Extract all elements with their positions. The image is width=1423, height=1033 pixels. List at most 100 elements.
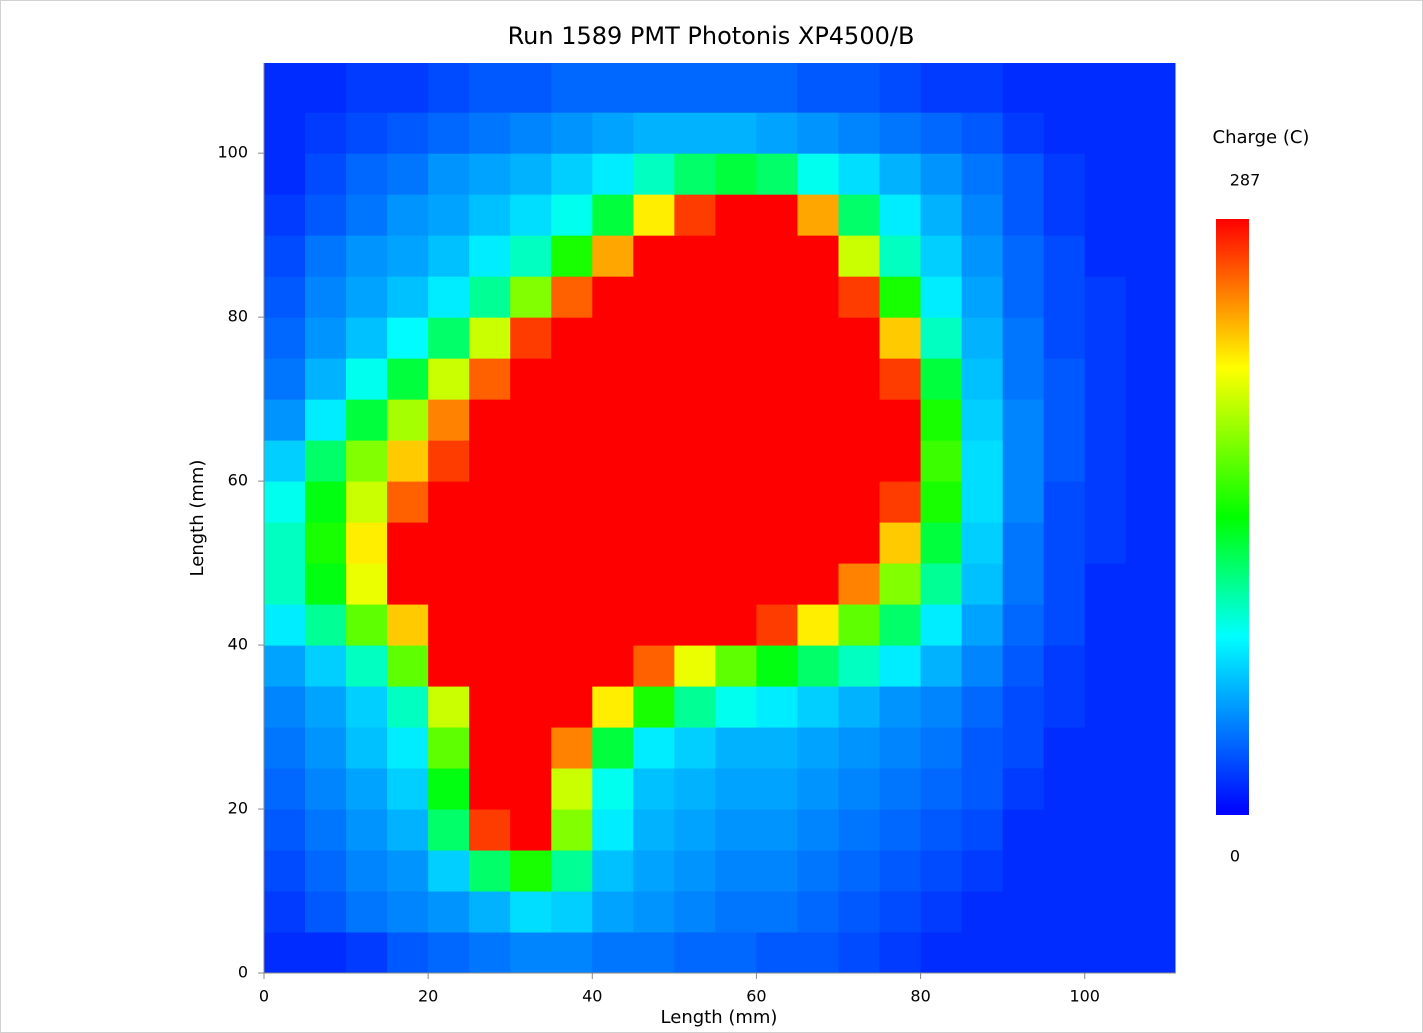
heatmap-cell [346, 850, 388, 892]
heatmap-cell [633, 891, 675, 933]
heatmap-cell [756, 809, 798, 851]
heatmap-cell [961, 317, 1004, 359]
heatmap-cell [1043, 317, 1086, 359]
heatmap-cell [551, 358, 593, 400]
heatmap-cell [961, 809, 1004, 851]
heatmap-cell [264, 194, 306, 236]
heatmap-cell [387, 276, 429, 318]
heatmap-cell [920, 276, 963, 318]
heatmap-cell [305, 235, 347, 277]
heatmap-cell [633, 399, 675, 441]
heatmap-cell [551, 522, 593, 564]
x-tick-label: 60 [746, 987, 766, 1006]
heatmap-cell [428, 522, 470, 564]
y-tick-label: 40 [228, 635, 248, 654]
heatmap-cell [346, 563, 388, 605]
heatmap-cell [305, 194, 347, 236]
heatmap-cell [346, 194, 388, 236]
heatmap-cell [756, 563, 798, 605]
heatmap-cell [305, 276, 347, 318]
heatmap-cell [961, 891, 1004, 933]
heatmap-cell [879, 563, 922, 605]
heatmap-cell [633, 768, 675, 810]
heatmap-cell [1084, 358, 1127, 400]
heatmap-cell [551, 276, 593, 318]
heatmap-cell [1043, 768, 1086, 810]
heatmap-cell [633, 481, 675, 523]
heatmap-cell [346, 235, 388, 277]
heatmap-cell [715, 358, 757, 400]
heatmap-cell [1084, 194, 1127, 236]
heatmap-cell [305, 112, 347, 154]
heatmap-cell [838, 727, 881, 769]
heatmap-cell [756, 522, 798, 564]
heatmap-cell [838, 194, 881, 236]
heatmap-cell [1002, 768, 1045, 810]
heatmap-cell [920, 563, 963, 605]
heatmap-cell [1125, 399, 1176, 441]
heatmap-cell [674, 358, 716, 400]
heatmap-cell [879, 235, 922, 277]
heatmap-cell [387, 399, 429, 441]
heatmap-cell [1043, 604, 1086, 646]
heatmap-cell [1125, 276, 1176, 318]
heatmap-cell [305, 481, 347, 523]
heatmap-cell [551, 932, 593, 974]
heatmap-cell [346, 604, 388, 646]
heatmap-cell [510, 358, 552, 400]
heatmap-cell [1043, 645, 1086, 687]
heatmap-cell [879, 399, 922, 441]
heatmap-cell [305, 891, 347, 933]
heatmap-cell [961, 932, 1004, 974]
heatmap-cell [838, 932, 881, 974]
heatmap-cell [1125, 891, 1176, 933]
heatmap-cell [551, 63, 593, 113]
heatmap-cell [346, 727, 388, 769]
heatmap-cell [961, 194, 1004, 236]
heatmap-cell [961, 63, 1004, 113]
heatmap-cell [715, 563, 757, 605]
heatmap-cell [838, 563, 881, 605]
heatmap-cell [387, 768, 429, 810]
heatmap-cell [346, 112, 388, 154]
heatmap-cell [633, 686, 675, 728]
heatmap-cell [469, 809, 511, 851]
heatmap-cell [961, 563, 1004, 605]
heatmap-cell [674, 112, 716, 154]
heatmap-cell [592, 63, 634, 113]
heatmap-cell [1002, 522, 1045, 564]
heatmap-cell [756, 850, 798, 892]
heatmap-cell [510, 850, 552, 892]
chart-title: Run 1589 PMT Photonis XP4500/B [508, 22, 915, 50]
heatmap-cell [797, 563, 840, 605]
heatmap-cell [920, 194, 963, 236]
heatmap-cell [920, 440, 963, 482]
heatmap-cell [592, 645, 634, 687]
heatmap-cell [879, 727, 922, 769]
heatmap-cell [1002, 235, 1045, 277]
heatmap-cell [1002, 317, 1045, 359]
heatmap-cell [1043, 194, 1086, 236]
heatmap-cell [1125, 522, 1176, 564]
heatmap-cell [920, 850, 963, 892]
heatmap-cell [756, 63, 798, 113]
heatmap-cell [1125, 645, 1176, 687]
heatmap-cell [674, 194, 716, 236]
heatmap-cell [592, 809, 634, 851]
heatmap-cell [838, 399, 881, 441]
heatmap-cell [305, 358, 347, 400]
heatmap-cell [592, 112, 634, 154]
heatmap-cell [920, 891, 963, 933]
heatmap-cell [1043, 153, 1086, 195]
heatmap-cell [1125, 563, 1176, 605]
heatmap-cell [592, 891, 634, 933]
heatmap-cell [1084, 727, 1127, 769]
heatmap-cell [428, 768, 470, 810]
heatmap-cell [387, 563, 429, 605]
heatmap-cell [715, 768, 757, 810]
heatmap-cell [387, 235, 429, 277]
heatmap-cell [1043, 522, 1086, 564]
heatmap-cell [264, 235, 306, 277]
heatmap-cell [1002, 63, 1045, 113]
heatmap-cell [715, 727, 757, 769]
